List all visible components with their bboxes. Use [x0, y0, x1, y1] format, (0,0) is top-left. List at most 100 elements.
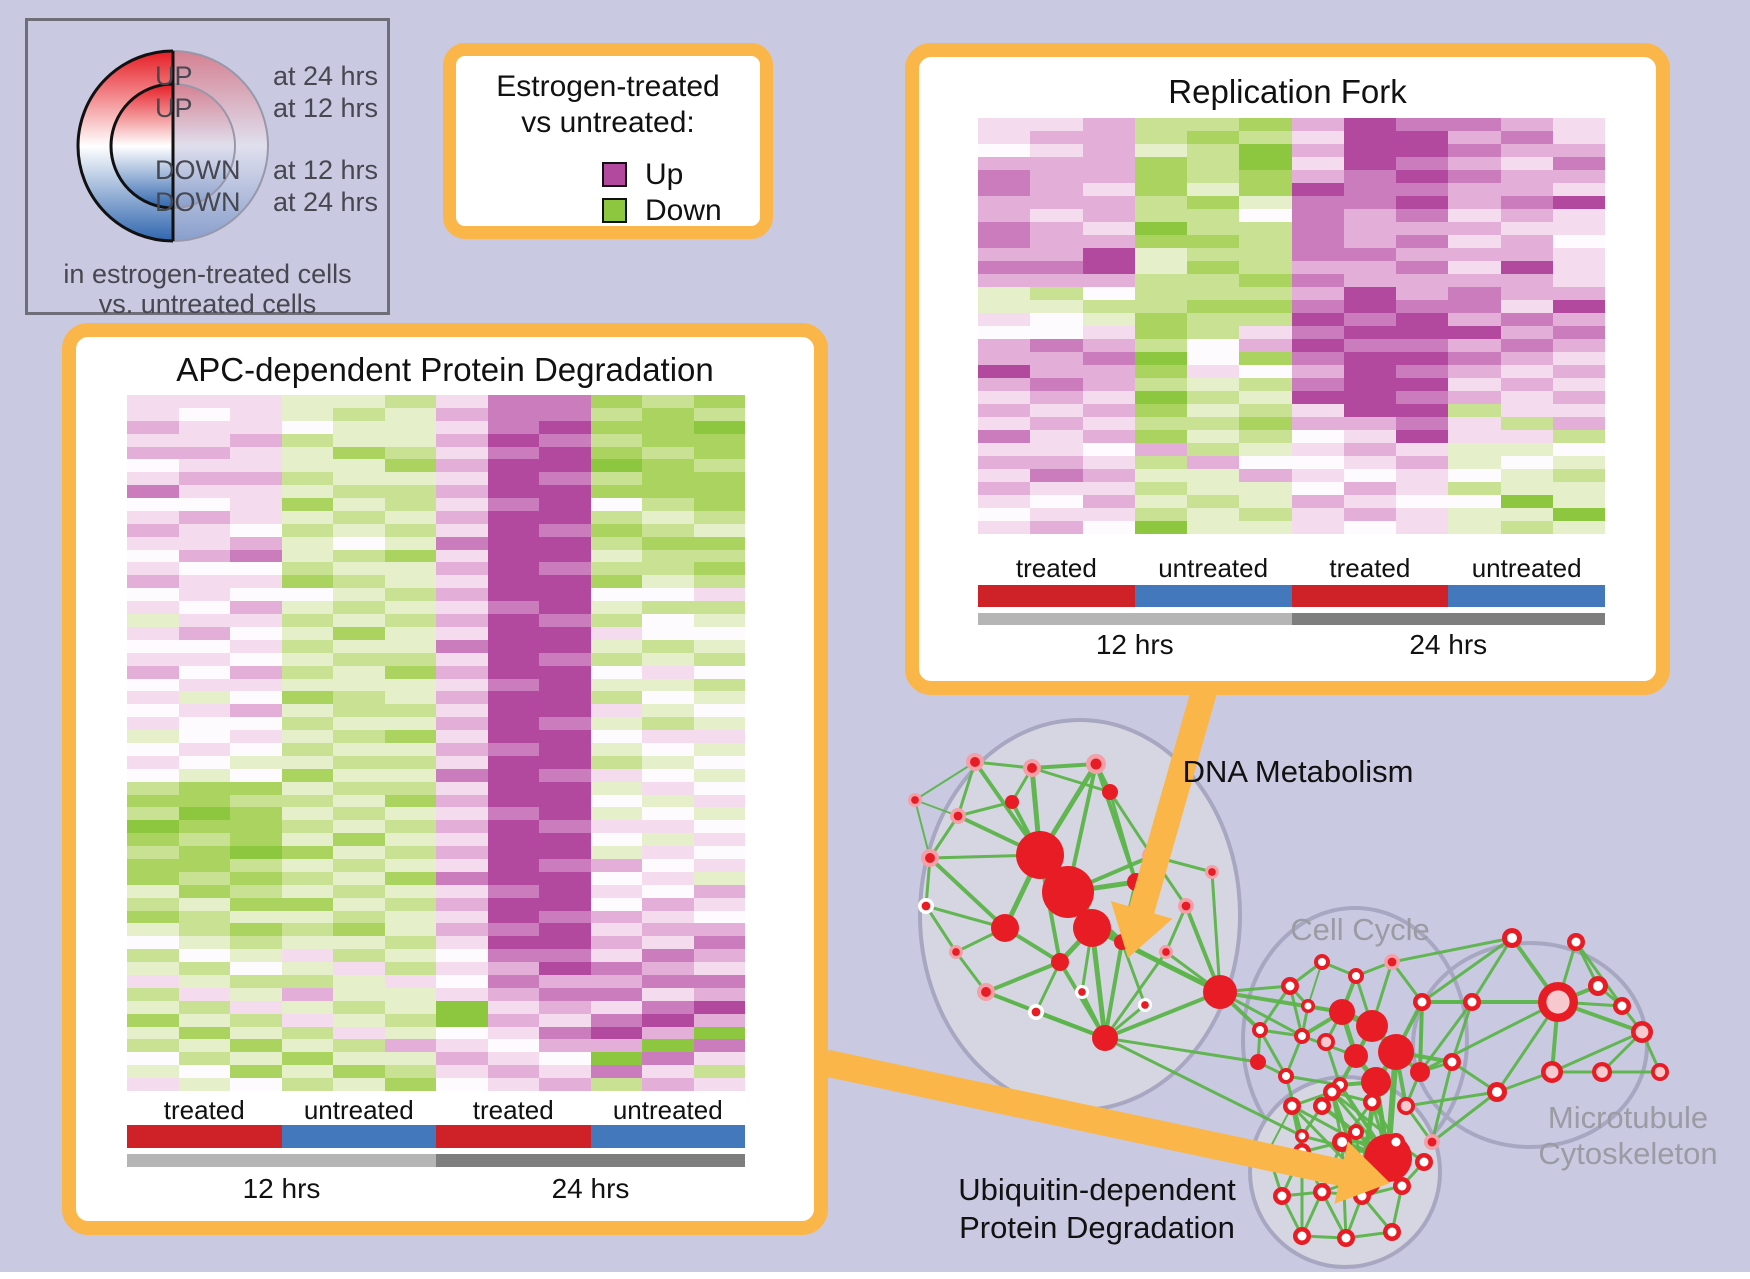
heatmap-cell	[436, 536, 488, 550]
heatmap-cell	[178, 1039, 230, 1053]
condition-color-bar	[978, 585, 1605, 607]
heatmap-cell	[384, 742, 436, 756]
heatmap-cell	[978, 300, 1031, 313]
heatmap-cell	[590, 459, 642, 473]
heatmap-cell	[1187, 365, 1240, 378]
heatmap-cell	[1343, 430, 1396, 443]
heatmap-cell	[1082, 417, 1135, 430]
heatmap-cell	[436, 910, 488, 924]
heatmap-cell	[436, 588, 488, 602]
heatmap-cell	[590, 549, 642, 563]
heatmap-cell	[590, 665, 642, 679]
heatmap-cell	[590, 974, 642, 988]
heatmap-cell	[178, 871, 230, 885]
heatmap-cell	[333, 626, 385, 640]
heatmap-cell	[642, 1065, 694, 1079]
heatmap-cell	[1396, 157, 1449, 170]
heatmap-cell	[642, 691, 694, 705]
heatmap-cell	[693, 407, 745, 421]
heatmap-cell	[642, 1013, 694, 1027]
heatmap-cell	[693, 936, 745, 950]
heatmap-cell	[127, 717, 179, 731]
cell-cycle-label: Cell Cycle	[1290, 912, 1430, 947]
heatmap-cell	[1134, 430, 1187, 443]
heatmap-cell	[1448, 209, 1501, 222]
heatmap-cell	[693, 730, 745, 743]
heatmap-cell	[333, 846, 385, 859]
condition-label: untreated	[303, 1095, 414, 1125]
heatmap-cell	[230, 936, 282, 950]
heatmap-cell	[1448, 196, 1501, 209]
heatmap-cell	[978, 274, 1031, 287]
heatmap-cell	[487, 523, 539, 537]
heatmap-cell	[1343, 482, 1396, 495]
heatmap-cell	[333, 1039, 385, 1053]
heatmap-cell	[1187, 131, 1240, 144]
heatmap-cell	[487, 1000, 539, 1014]
heatmap-cell	[487, 858, 539, 872]
heatmap-cell	[1239, 495, 1292, 508]
updown-legend-item-down: Down	[602, 196, 722, 226]
heatmap-cell	[1187, 495, 1240, 508]
heatmap-cell	[1500, 183, 1553, 196]
heatmap-cell	[230, 433, 282, 447]
heatmap-cell	[384, 575, 436, 589]
heatmap-cell	[693, 820, 745, 834]
heatmap-cell	[230, 730, 282, 743]
heatmap-cell	[1500, 378, 1553, 391]
condition-bar-segment	[1134, 585, 1292, 607]
heatmap-cell	[1343, 456, 1396, 469]
heatmap-cell	[642, 614, 694, 627]
heatmap-cell	[333, 1026, 385, 1040]
heatmap-cell	[978, 339, 1031, 352]
heatmap-cell	[281, 601, 333, 615]
heatmap-cell	[1343, 131, 1396, 144]
heatmap-cell	[384, 846, 436, 859]
heatmap-cell	[642, 510, 694, 524]
heatmap-cell	[642, 833, 694, 847]
heatmap-cell	[693, 897, 745, 911]
heatmap-cell	[333, 665, 385, 679]
heatmap-cell	[384, 691, 436, 705]
heatmap-cell	[487, 820, 539, 834]
heatmap-cell	[1552, 430, 1605, 443]
heatmap-cell	[539, 730, 591, 743]
heatmap-cell	[333, 755, 385, 769]
heatmap-cell	[1396, 378, 1449, 391]
heatmap-cell	[539, 949, 591, 963]
heatmap-cell	[384, 395, 436, 408]
heatmap-cell	[487, 768, 539, 782]
heatmap-cell	[127, 949, 179, 963]
heatmap-cell	[539, 923, 591, 937]
heatmap-cell	[1082, 365, 1135, 378]
heatmap-cell	[539, 1026, 591, 1040]
heatmap-cell	[281, 588, 333, 602]
heatmap-cell	[487, 536, 539, 550]
heatmap-cell	[487, 407, 539, 421]
heatmap-cell	[230, 897, 282, 911]
heatmap-cell	[436, 730, 488, 743]
heatmap-cell	[1448, 313, 1501, 326]
heatmap-cell	[1396, 209, 1449, 222]
heatmap-cell	[539, 1039, 591, 1053]
heatmap-cell	[1291, 183, 1344, 196]
heatmap-cell	[1500, 443, 1553, 456]
heatmap-cell	[539, 936, 591, 950]
heatmap-cell	[1134, 157, 1187, 170]
heatmap-cell	[1134, 248, 1187, 261]
heatmap-cell	[127, 459, 179, 473]
heatmap-cell	[178, 446, 230, 460]
ubiquitin-label-line2: Protein Degradation	[959, 1210, 1235, 1245]
heatmap-cell	[693, 420, 745, 434]
heatmap-cell	[127, 523, 179, 537]
heatmap-cell	[436, 446, 488, 460]
heatmap-cell	[1187, 170, 1240, 183]
heatmap-cell	[539, 884, 591, 898]
bottom-white-strip	[0, 1272, 1750, 1279]
heatmap-cell	[487, 420, 539, 434]
heatmap-cell	[1552, 209, 1605, 222]
heatmap-cell	[1448, 235, 1501, 248]
heatmap-cell	[333, 601, 385, 615]
heatmap-cell	[539, 768, 591, 782]
heatmap-cell	[281, 794, 333, 808]
